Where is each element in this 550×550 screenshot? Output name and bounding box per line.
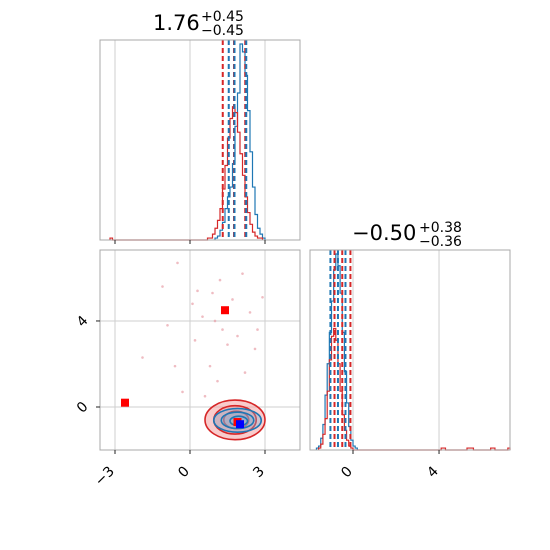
p2-histogram-blue: [315, 253, 358, 450]
p1-title-value: 1.76: [153, 11, 200, 35]
p2-marginal-frame: [309, 249, 511, 451]
p2-marginal-grid: [352, 250, 440, 450]
joint-marker-marker_blue: [236, 420, 244, 429]
joint-outlier-point: [141, 356, 144, 359]
p1-title-plus: +0.45: [201, 9, 244, 25]
p2-title: −0.50: [352, 221, 416, 245]
p2-title-minus: −0.36: [419, 234, 462, 250]
joint-outlier-point: [226, 343, 229, 346]
joint-outlier-point: [181, 390, 184, 394]
joint-outlier-point: [236, 334, 239, 338]
p1-marginal-frame: [99, 39, 301, 241]
joint-outlier-point: [253, 347, 257, 351]
joint-frame: [99, 249, 301, 451]
joint-outlier-point: [208, 364, 212, 368]
p1-title: 1.76: [153, 11, 200, 35]
joint-outlier-point: [221, 328, 224, 331]
joint-outlier-point: [211, 291, 214, 295]
joint-outlier-point: [173, 364, 177, 368]
joint-outlier-point: [176, 261, 179, 265]
p2-title-plus: +0.38: [419, 220, 462, 236]
joint-outlier-point: [161, 285, 164, 288]
p2-title-value: −0.50: [352, 221, 416, 245]
p1-marginal-quantiles: [221, 40, 248, 240]
joint-outlier-point: [196, 289, 199, 293]
joint-outlier-point: [193, 339, 197, 342]
joint-outlier-point: [231, 298, 234, 301]
p1-marginal-panel: [99, 39, 301, 244]
joint-outlier-point: [241, 272, 244, 275]
joint-outlier-point: [203, 394, 207, 398]
p1-histogram-blue: [214, 43, 266, 240]
joint-outlier-points: [141, 261, 264, 398]
p2-marginal-quantiles: [329, 250, 352, 450]
p1-marginal-ticks: [114, 240, 266, 244]
joint-outlier-point: [216, 379, 219, 383]
joint-outlier-point: [213, 319, 217, 323]
joint-markers: [121, 306, 244, 429]
joint-outlier-point: [218, 278, 222, 282]
p1-title-minus: −0.45: [201, 23, 244, 39]
joint-outlier-point: [248, 311, 252, 314]
joint-outlier-point: [201, 315, 204, 318]
joint-marker-marker_red: [121, 398, 129, 407]
joint-outlier-point: [191, 302, 194, 306]
p1-marginal-grid: [114, 40, 266, 240]
joint-outlier-point: [256, 328, 259, 331]
joint-outlier-point: [166, 323, 169, 327]
joint-marker-marker_red: [221, 306, 229, 315]
joint-outlier-point: [261, 296, 264, 299]
joint-outlier-point: [243, 371, 247, 374]
